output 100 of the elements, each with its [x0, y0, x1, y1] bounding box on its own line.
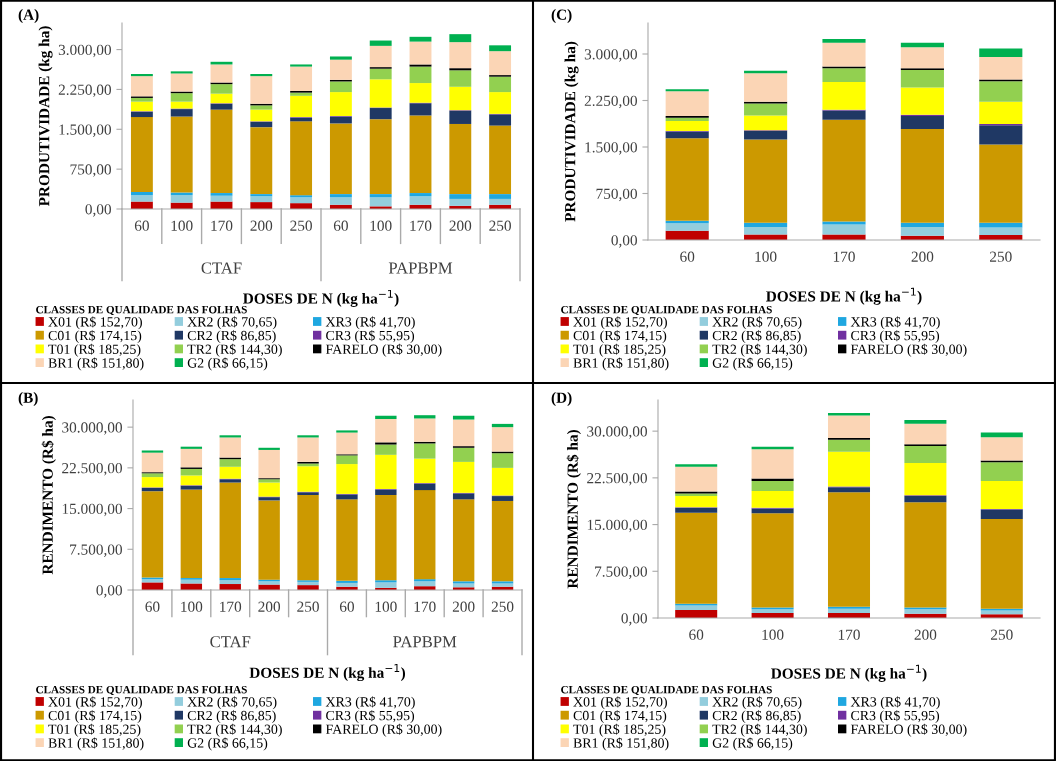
x-tick-label: 60	[339, 601, 355, 612]
legend-label: C01 (R$ 174,15)	[48, 710, 142, 724]
x-tick-label: 60	[689, 629, 704, 640]
legend-label: T01 (R$ 185,25)	[48, 723, 141, 737]
legend-title: CLASSES DE QUALIDADE DAS FOLHAS	[561, 305, 772, 316]
legend-label: XR2 (R$ 70,65)	[187, 696, 277, 710]
x-tick-label: 250	[491, 601, 514, 612]
legend-label: BR1 (R$ 151,80)	[573, 737, 669, 751]
text: CTAF	[201, 262, 242, 274]
x-tick-label: 100	[375, 601, 397, 612]
x-tick-label: 200	[258, 601, 281, 612]
legend-label: XR2 (R$ 70,65)	[712, 316, 802, 330]
legend-label: TR2 (R$ 144,30)	[712, 723, 807, 737]
legend-title: CLASSES DE QUALIDADE DAS FOLHAS	[561, 685, 772, 696]
x-tick-label: 60	[145, 601, 160, 612]
x-tick-label: 100	[181, 601, 203, 612]
legend-title: CLASSES DE QUALIDADE DAS FOLHAS	[36, 305, 247, 316]
y-tick-label: 7.500,00	[595, 566, 647, 579]
legend-label: TR2 (R$ 144,30)	[712, 343, 807, 357]
x-tick-label: 100	[755, 251, 777, 262]
chart-title: (D)	[551, 392, 572, 406]
x-axis-title: DOSES DE N (kg ha$^{−1}$)	[243, 289, 399, 307]
x-tick-label: 100	[171, 220, 193, 231]
x-tick-label: 250	[297, 601, 319, 612]
legend-label: T01 (R$ 185,25)	[48, 343, 141, 357]
legend-label: CR3 (R$ 55,95)	[851, 710, 940, 724]
y-tick-label: 2.250,00	[58, 84, 111, 98]
legend-label: X01 (R$ 152,70)	[573, 696, 667, 710]
legend-label: FARELO (R$ 30,00)	[850, 723, 967, 737]
text: PAPBPM	[393, 636, 457, 648]
x-tick-label: 170	[410, 220, 432, 231]
legend-label: XR3 (R$ 41,70)	[850, 696, 940, 710]
y-tick-label: 15.000,00	[587, 519, 647, 533]
x-tick-label: 170	[833, 251, 855, 262]
chart-title: (A)	[18, 9, 39, 23]
legend-label: G2 (R$ 66,15)	[187, 357, 268, 371]
legend-label: XR3 (R$ 41,70)	[325, 696, 415, 710]
legend-label: CR3 (R$ 55,95)	[851, 330, 940, 344]
y-axis-title: RENDIMENTO (R$ ha)	[41, 416, 56, 575]
y-axis-title: PRODUTIVIDADE (kg ha)	[564, 41, 579, 222]
legend-title: CLASSES DE QUALIDADE DAS FOLHAS	[36, 685, 247, 696]
text: CTAF	[210, 636, 251, 648]
y-tick-label: 0,00	[621, 613, 647, 626]
x-tick-label: 170	[414, 601, 436, 612]
x-tick-label: 200	[911, 251, 934, 262]
y-tick-label: 750,00	[596, 188, 637, 202]
y-axis-title: PRODUTIVIDADE (kg ha)	[38, 26, 53, 207]
x-tick-label: 170	[838, 629, 860, 640]
legend-label: BR1 (R$ 151,80)	[48, 737, 144, 751]
legend-label: CR3 (R$ 55,95)	[326, 330, 415, 344]
legend-label: XR3 (R$ 41,70)	[850, 316, 940, 330]
chart-title: (B)	[18, 392, 38, 406]
legend-label: C01 (R$ 174,15)	[48, 330, 142, 344]
y-axis-title: RENDIMENTO (R$ ha)	[566, 430, 581, 589]
legend-label: XR2 (R$ 70,65)	[187, 316, 277, 330]
legend-label: CR2 (R$ 86,85)	[187, 710, 276, 724]
y-tick-label: 0,00	[611, 235, 637, 248]
x-tick-label: 200	[914, 629, 937, 640]
x-tick-label: 60	[680, 251, 695, 262]
x-tick-label: 200	[250, 220, 273, 231]
y-tick-label: 2.250,00	[584, 95, 637, 109]
y-tick-label: 22.500,00	[62, 463, 122, 476]
legend-label: CR2 (R$ 86,85)	[187, 330, 276, 344]
x-axis-title: DOSES DE N (kg ha$^{−1}$)	[249, 664, 406, 682]
legend-label: TR2 (R$ 144,30)	[187, 723, 282, 737]
x-tick-label: 170	[220, 601, 242, 612]
legend-label: FARELO (R$ 30,00)	[850, 343, 967, 357]
legend-label: G2 (R$ 66,15)	[712, 357, 793, 371]
legend-label: FARELO (R$ 30,00)	[325, 723, 442, 737]
text: PAPBPM	[388, 262, 453, 274]
legend-label: C01 (R$ 174,15)	[573, 710, 667, 724]
y-tick-label: 1.500,00	[59, 124, 111, 137]
legend-label: X01 (R$ 152,70)	[48, 316, 142, 330]
y-tick-label: 7.500,00	[70, 544, 122, 557]
legend-label: X01 (R$ 152,70)	[573, 316, 667, 330]
legend-label: FARELO (R$ 30,00)	[325, 343, 442, 357]
legend-label: G2 (R$ 66,15)	[187, 737, 268, 751]
legend-label: G2 (R$ 66,15)	[712, 737, 793, 751]
legend-label: XR3 (R$ 41,70)	[325, 316, 415, 330]
y-tick-label: 750,00	[70, 164, 111, 177]
legend-label: X01 (R$ 152,70)	[48, 696, 142, 710]
legend-label: CR3 (R$ 55,95)	[326, 710, 415, 724]
y-tick-label: 0,00	[85, 204, 111, 217]
legend-label: BR1 (R$ 151,80)	[48, 357, 144, 371]
legend-label: C01 (R$ 174,15)	[573, 330, 667, 344]
x-tick-label: 250	[489, 220, 511, 231]
chart-title: (C)	[551, 9, 572, 23]
legend-label: XR2 (R$ 70,65)	[712, 696, 802, 710]
x-tick-label: 250	[290, 220, 312, 231]
legend-label: CR2 (R$ 86,85)	[712, 710, 801, 724]
legend-label: TR2 (R$ 144,30)	[187, 343, 282, 357]
x-tick-label: 100	[762, 629, 784, 640]
legend-label: BR1 (R$ 151,80)	[573, 357, 669, 371]
y-tick-label: 3.000,00	[58, 44, 111, 58]
x-axis-title: DOSES DE N (kg ha$^{−1}$)	[771, 664, 927, 682]
legend-label: CR2 (R$ 86,85)	[712, 330, 801, 344]
x-tick-label: 60	[134, 220, 149, 231]
x-tick-label: 200	[452, 601, 475, 612]
x-axis-title: DOSES DE N (kg ha$^{−1}$)	[766, 287, 922, 305]
y-tick-label: 30.000,00	[587, 426, 647, 439]
